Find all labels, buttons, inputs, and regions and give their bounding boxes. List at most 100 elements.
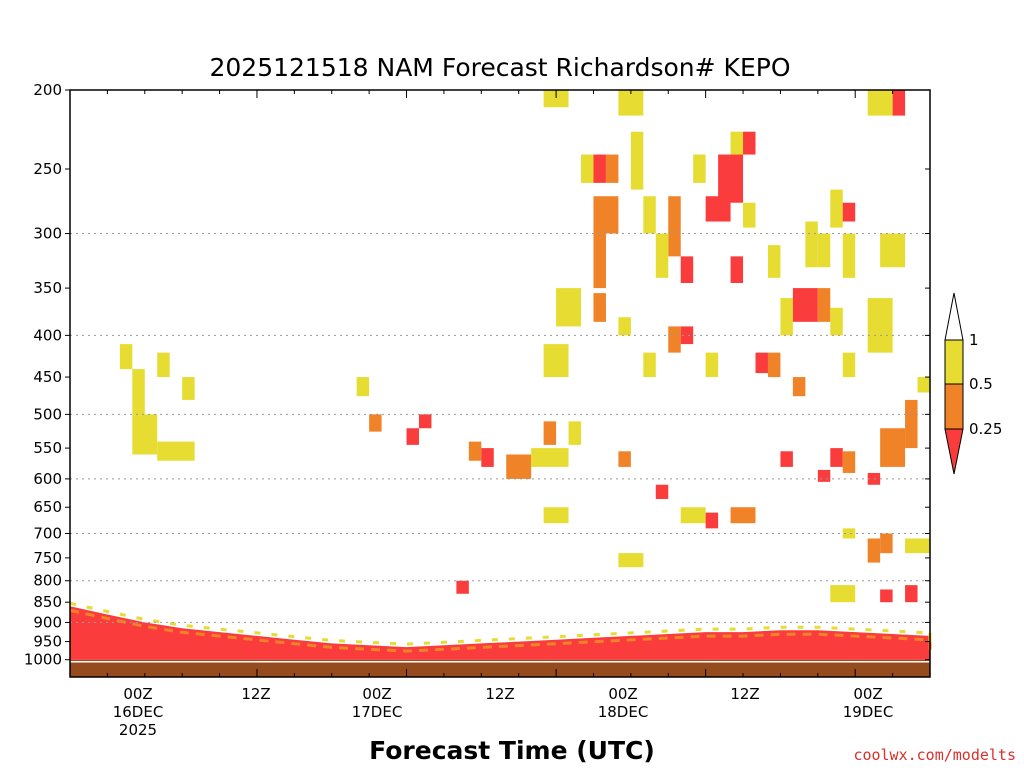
heatmap-cell: [605, 154, 619, 183]
y-axis: 200 250 300 350 400 450 500 550 600 650 700 750 800 8…: [24, 81, 930, 669]
heatmap-cell: [581, 154, 594, 183]
y-tick-label: 900: [33, 613, 62, 631]
boundary-layer-stripe: [69, 601, 932, 646]
heatmap-cells: [70, 90, 930, 677]
heatmap-cell: [743, 131, 756, 155]
heatmap-cell: [543, 507, 569, 524]
chart-title: 2025121518 NAM Forecast Richardson# KEPO: [210, 53, 791, 82]
heatmap-cell: [618, 451, 631, 467]
heatmap-cell: [618, 553, 644, 568]
heatmap-cell: [668, 196, 681, 257]
heatmap-cell: [817, 233, 831, 268]
heatmap-cell: [817, 469, 831, 482]
heatmap-cell: [418, 414, 432, 429]
heatmap-cell: [830, 189, 843, 228]
heatmap-cell: [880, 589, 893, 603]
heatmap-cell: [905, 585, 918, 603]
heatmap-cell: [830, 307, 843, 336]
heatmap-cell: [905, 538, 930, 554]
heatmap-cell: [568, 421, 582, 445]
y-tick-label: 200: [33, 81, 62, 99]
y-tick-label: 400: [33, 326, 62, 344]
heatmap-cell: [780, 298, 793, 336]
heatmap-cell: [830, 585, 856, 603]
heatmap-cell: [406, 428, 419, 445]
heatmap-cell: [680, 507, 706, 524]
heatmap-cell: [867, 472, 881, 485]
x-tick-label: 12Z: [241, 685, 270, 703]
y-tick-label: 500: [33, 405, 62, 423]
x-tick-label: 18DEC: [598, 703, 649, 721]
heatmap-cell: [792, 377, 806, 397]
y-tick-label: 650: [33, 498, 62, 516]
heatmap-cell: [468, 441, 482, 461]
heatmap-cell: [892, 90, 906, 116]
y-tick-label: 350: [33, 279, 62, 297]
heatmap-cell: [842, 451, 856, 473]
y-tick-label: 550: [33, 439, 62, 457]
x-axis-label: Forecast Time (UTC): [369, 736, 655, 765]
heatmap-cell: [842, 233, 856, 278]
boundary-layer-fill: [70, 606, 930, 660]
heatmap-cell: [356, 377, 370, 397]
ground-band: [70, 661, 930, 677]
x-tick-label: 17DEC: [352, 703, 403, 721]
x-tick-label: 12Z: [730, 685, 759, 703]
heatmap-cell: [593, 196, 619, 234]
heatmap-cell: [157, 441, 195, 461]
x-tick-label: 00Z: [608, 685, 637, 703]
heatmap-cell: [119, 344, 133, 370]
heatmap-cell: [792, 288, 818, 322]
heatmap-cell: [705, 352, 719, 378]
heatmap-cell: [543, 90, 569, 108]
legend-swatch: [944, 428, 964, 475]
heatmap-cell: [780, 451, 793, 467]
heatmap-cell: [905, 399, 918, 449]
heatmap-cell: [618, 90, 644, 116]
heatmap-cell: [767, 352, 781, 378]
y-tick-label: 450: [33, 368, 62, 386]
heatmap-cell: [481, 448, 494, 467]
x-tick-label: 16DEC: [113, 703, 164, 721]
y-tick-label: 750: [33, 549, 62, 567]
heatmap-cell: [880, 533, 893, 554]
heatmap-cell: [680, 256, 694, 284]
heatmap-cell: [655, 484, 669, 499]
x-tick-label: 19DEC: [843, 703, 894, 721]
y-tick-label: 700: [33, 524, 62, 542]
boundary-layer-stripe: [69, 608, 932, 653]
heatmap-cell: [506, 454, 532, 479]
heatmap-cell: [842, 202, 856, 222]
heatmap-cell: [456, 580, 469, 594]
y-tick-label: 850: [33, 593, 62, 611]
heatmap-cell: [693, 154, 706, 183]
heatmap-cell: [593, 293, 606, 322]
heatmap-cell: [817, 288, 831, 322]
y-tick-label: 800: [33, 572, 62, 590]
heatmap-cell: [842, 352, 856, 378]
x-tick-label: 2025: [119, 721, 157, 739]
x-tick-label: 00Z: [853, 685, 882, 703]
color-legend: 1 0.5 0.25: [944, 292, 1002, 475]
heatmap-cell: [543, 421, 557, 445]
heatmap-cell: [867, 538, 881, 563]
legend-swatch: [944, 383, 964, 430]
heatmap-cell: [369, 414, 382, 432]
boundary-layer: [69, 601, 932, 677]
heatmap-cell: [917, 377, 930, 393]
heatmap-cell: [743, 202, 756, 228]
legend-arrow-top: [944, 292, 964, 341]
heatmap-cell: [157, 352, 170, 378]
x-tick-label: 12Z: [485, 685, 514, 703]
heatmap-cell: [668, 326, 681, 353]
plot-frame: [69, 89, 931, 678]
heatmap-cell: [182, 377, 195, 400]
credit-text: coolwx.com/modelts: [853, 746, 1016, 764]
legend-swatch: [944, 339, 964, 385]
heatmap-cell: [543, 344, 569, 378]
heatmap-cell: [880, 428, 906, 467]
heatmap-cell: [705, 512, 719, 529]
x-tick-label: 00Z: [123, 685, 152, 703]
legend-label: 1: [969, 331, 979, 349]
